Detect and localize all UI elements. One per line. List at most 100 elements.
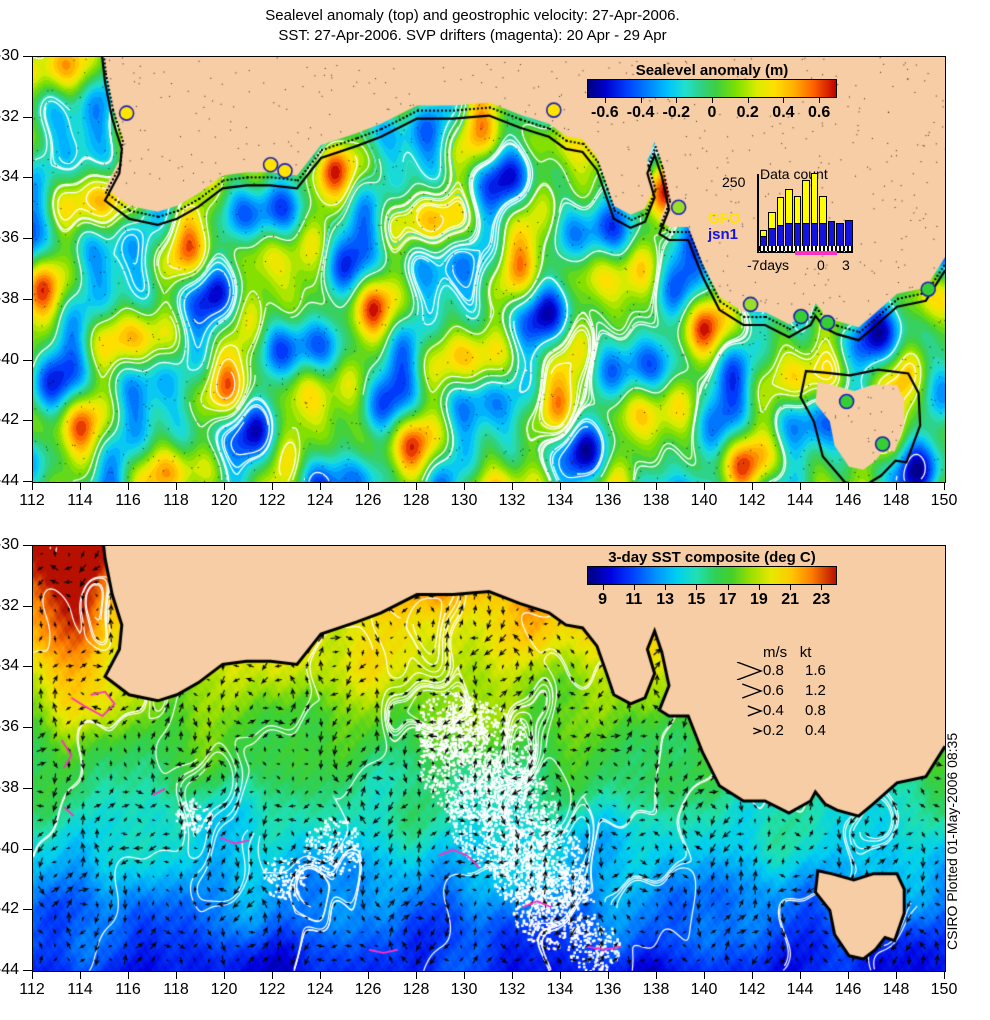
lat-tick-sst — [23, 727, 32, 729]
lat-label-sst: -42 — [0, 900, 19, 918]
lon-label-ssh: 120 — [210, 492, 238, 509]
lat-tick-ssh — [23, 481, 32, 482]
lon-tick-ssh — [656, 482, 657, 490]
lon-tick-ssh — [224, 482, 225, 490]
lat-tick-sst — [23, 909, 32, 911]
sealevel-colorbar-gradient — [587, 79, 837, 98]
lon-label-sst: 142 — [738, 981, 766, 998]
lon-tick-ssh — [272, 482, 273, 490]
lon-label-ssh: 128 — [402, 492, 430, 509]
lon-tick-ssh — [896, 482, 897, 490]
lon-tick-sst — [128, 971, 129, 979]
lon-tick-sst — [752, 971, 753, 979]
colorbar-tick-label: 15 — [687, 591, 706, 608]
colorbar-tick-label: 21 — [781, 591, 800, 608]
lat-label-sst: -32 — [0, 596, 19, 614]
lon-label-ssh: 116 — [115, 492, 141, 509]
lon-tick-sst — [512, 971, 513, 979]
lon-tick-ssh — [32, 482, 33, 490]
lat-label-ssh: -36 — [0, 229, 19, 247]
lon-tick-sst — [80, 971, 81, 979]
lat-tick-sst — [23, 605, 32, 607]
lon-label-ssh: 144 — [786, 492, 814, 509]
lat-label-sst: -30 — [0, 536, 19, 553]
lat-label-ssh: -42 — [0, 411, 19, 429]
lat-label-sst: -34 — [0, 657, 19, 675]
velocity-key-header: m/s kt — [763, 644, 811, 661]
lon-tick-sst — [416, 971, 417, 979]
data-count-bar — [793, 195, 802, 252]
data-count-xlabel-right: 3 — [842, 257, 850, 273]
lon-tick-ssh — [368, 482, 369, 490]
velocity-key-header-ms: m/s — [763, 644, 788, 661]
data-count-bar-gfo — [759, 230, 768, 237]
lon-tick-sst — [368, 971, 369, 979]
lon-label-ssh: 136 — [594, 492, 622, 509]
colorbar-tick-label: 23 — [812, 591, 831, 608]
data-count-xlabel-zero: 0 — [817, 257, 825, 273]
data-count-ymax-label: 250 — [722, 174, 746, 190]
lon-label-ssh: 142 — [738, 492, 766, 509]
data-count-bar-jsn1 — [836, 223, 844, 252]
lon-tick-sst — [464, 971, 465, 979]
data-count-coverage-strip — [759, 246, 853, 251]
colorbar-tick-label: -0.6 — [591, 104, 619, 121]
lon-tick-ssh — [752, 482, 753, 490]
lon-tick-sst — [608, 971, 609, 979]
sst-colorbar-labels: 9 11 13 15 17 19 21 23 — [587, 591, 837, 611]
lon-label-sst: 112 — [19, 981, 45, 998]
sst-colorbar: 3-day SST composite (deg C) 9 11 13 15 17 19 2… — [587, 549, 837, 611]
lon-tick-sst — [32, 971, 33, 979]
velocity-arrow-icon — [735, 661, 763, 681]
velocity-key-ms: 0.8 — [763, 662, 784, 679]
lon-tick-sst — [224, 971, 225, 979]
lat-tick-sst — [23, 848, 32, 850]
lon-tick-sst — [272, 971, 273, 979]
sealevel-colorbar-ticks — [587, 98, 837, 104]
lon-tick-ssh — [320, 482, 321, 490]
velocity-key-row: 0.2 0.4 — [735, 722, 860, 742]
lat-tick-sst — [23, 787, 32, 789]
lon-tick-ssh — [704, 482, 705, 490]
data-count-bar-jsn1 — [785, 223, 793, 252]
data-count-bar — [802, 180, 810, 252]
lat-tick-sst — [23, 666, 32, 668]
velocity-arrow-icon — [735, 702, 763, 720]
data-count-legend-gfo: GFO — [708, 210, 741, 227]
lat-tick-ssh — [23, 116, 32, 118]
velocity-key-ms: 0.2 — [763, 722, 784, 739]
lon-tick-ssh — [608, 482, 609, 490]
lon-label-sst: 138 — [642, 981, 670, 998]
lon-tick-sst — [560, 971, 561, 979]
lat-label-sst: -36 — [0, 718, 19, 736]
lat-label-ssh: -44 — [0, 472, 19, 489]
lon-tick-ssh — [800, 482, 801, 490]
colorbar-tick-label: 9 — [598, 591, 608, 608]
data-count-bar — [836, 223, 844, 252]
lon-label-sst: 144 — [786, 981, 814, 998]
colorbar-tick-label: 0.6 — [808, 104, 831, 121]
sst-colorbar-gradient — [587, 566, 837, 585]
lon-label-sst: 146 — [834, 981, 862, 998]
colorbar-tick-label: 0.2 — [736, 104, 759, 121]
lon-label-sst: 130 — [450, 981, 478, 998]
data-count-bar-gfo — [776, 197, 785, 225]
lon-label-sst: 128 — [402, 981, 430, 998]
lon-label-sst: 122 — [258, 981, 286, 998]
velocity-arrow-icon — [735, 682, 763, 700]
sst-composite-map — [33, 546, 945, 971]
data-count-bar-jsn1 — [776, 224, 785, 252]
lon-tick-sst — [896, 971, 897, 979]
lon-label-ssh: 126 — [354, 492, 382, 509]
lon-label-ssh: 138 — [642, 492, 670, 509]
lon-tick-ssh — [560, 482, 561, 490]
lon-label-ssh: 122 — [258, 492, 286, 509]
plot-credit: CSIRO Plotted 01-May-2006 08:35 — [944, 732, 960, 950]
velocity-key-row: 0.8 1.6 — [735, 661, 860, 682]
lon-label-ssh: 124 — [306, 492, 334, 509]
data-count-bar-gfo — [810, 172, 819, 224]
lat-label-sst: -38 — [0, 778, 19, 796]
data-count-bar-gfo — [785, 188, 793, 224]
velocity-key-ms: 0.6 — [763, 682, 784, 699]
